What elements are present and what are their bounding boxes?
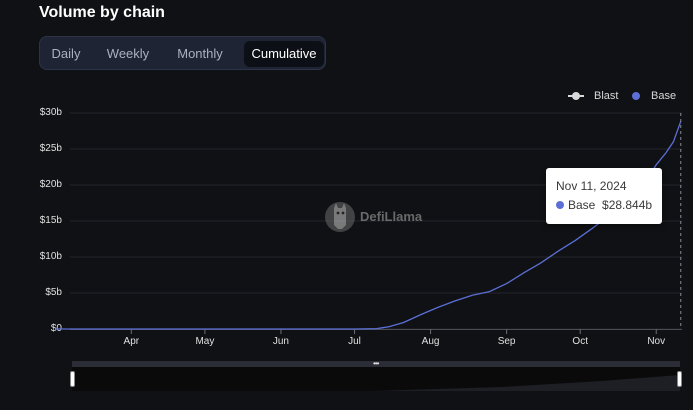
legend-marker-icon (572, 92, 580, 100)
x-tick-label: Aug (421, 336, 440, 347)
legend-marker-icon (632, 92, 640, 100)
defillama-watermark: DefiLlama (324, 199, 422, 235)
slider-grip-icon[interactable]: ••• (373, 359, 379, 368)
x-tick-label: Oct (572, 336, 588, 347)
y-tick-label: $30b (39, 107, 62, 118)
chart-title: Volume by chain (39, 4, 165, 21)
legend-item-base[interactable]: Base (632, 88, 682, 104)
tooltip-date: Nov 11, 2024 (556, 179, 627, 193)
slider-handle-right[interactable] (677, 371, 682, 387)
slider-preview (72, 375, 680, 391)
x-tick-label: Sep (497, 336, 516, 347)
x-tick-label: Jun (272, 336, 289, 347)
legend-item-blast[interactable]: Blast (568, 88, 620, 104)
legend-label-blast: Blast (594, 90, 619, 102)
chart-tooltip: Nov 11, 2024 Base $28.844b (546, 168, 662, 224)
y-tick-label: $25b (39, 143, 62, 154)
tab-cumulative[interactable]: Cumulative (244, 41, 324, 67)
series-dot-icon (556, 201, 564, 209)
series-line-base (55, 121, 682, 330)
x-tick-label: Apr (123, 336, 140, 347)
tab-monthly[interactable]: Monthly (177, 46, 223, 61)
granularity-tabs: Daily Weekly Monthly Cumulative (39, 36, 326, 70)
x-tick-label: May (195, 336, 215, 347)
legend-label-base: Base (651, 90, 677, 102)
y-tick-label: $5b (45, 287, 62, 298)
y-tick-label: $20b (39, 179, 62, 190)
y-tick-label: $10b (39, 251, 62, 262)
range-slider[interactable]: ••• (70, 359, 682, 391)
tooltip-series-name: Base (568, 198, 596, 212)
slider-handle-left[interactable] (70, 371, 75, 387)
watermark-text: DefiLlama (360, 209, 423, 224)
tooltip-row: Base $28.844b (556, 198, 652, 212)
llama-logo-icon (325, 202, 355, 232)
x-tick-label: Jul (348, 336, 361, 347)
y-tick-label: $15b (39, 215, 62, 226)
tab-daily[interactable]: Daily (51, 46, 81, 61)
x-tick-label: Nov (647, 336, 666, 347)
tooltip-value: $28.844b (602, 198, 653, 212)
tab-weekly[interactable]: Weekly (106, 46, 150, 61)
